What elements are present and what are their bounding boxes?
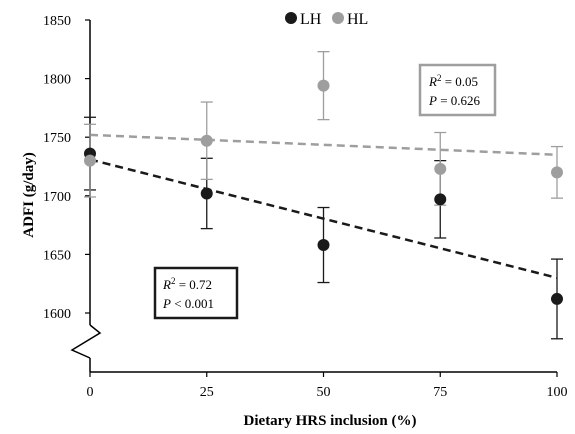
annotation-lh-r2: R2 = 0.72 [162, 276, 212, 292]
data-point-lh [551, 292, 563, 305]
x-tick-label: 50 [317, 385, 331, 400]
legend-label-hl: HL [347, 11, 368, 28]
x-tick-label: 25 [200, 385, 214, 400]
y-tick-label: 1800 [43, 73, 71, 88]
data-point-hl [200, 134, 213, 147]
y-axis-title: ADFI (g/day) [21, 152, 37, 237]
trendline-hl [89, 133, 558, 157]
y-tick-label: 1650 [43, 248, 71, 263]
y-axis-break [70, 324, 102, 359]
annotation-box-lh-frame [153, 266, 239, 320]
annotation-box-hl: R2 = 0.05 P = 0.626 [418, 63, 497, 117]
x-tick-label: 0 [87, 385, 94, 400]
y-tick-label: 1700 [43, 190, 71, 205]
annotation-box-lh: R2 = 0.72 P < 0.001 [153, 266, 239, 320]
legend-marker-hl [332, 12, 344, 24]
annotation-box-hl-frame [418, 63, 497, 117]
data-point-hl [84, 154, 96, 167]
annotation-hl-r2: R2 = 0.05 [428, 73, 478, 89]
y-tick-label: 1750 [43, 131, 71, 146]
x-tick-label: 100 [547, 385, 568, 400]
y-tick-label: 1850 [43, 14, 71, 29]
x-tick-labels: 0 25 50 75 100 [87, 385, 568, 400]
data-point-hl [434, 162, 447, 175]
x-tick-label: 75 [433, 385, 447, 400]
legend: LH HL [285, 11, 368, 28]
legend-marker-lh [285, 12, 297, 24]
data-points [84, 79, 563, 305]
x-axis-title: Dietary HRS inclusion (%) [244, 413, 417, 429]
y-tick-labels: 1600 1650 1700 1750 1800 1850 [43, 14, 71, 322]
data-point-lh [317, 239, 330, 252]
annotation-hl-p: P = 0.626 [428, 93, 481, 108]
y-tick-label: 1600 [43, 307, 71, 322]
legend-label-lh: LH [300, 11, 322, 28]
data-point-lh [200, 187, 213, 200]
data-point-lh [434, 193, 447, 206]
data-point-hl [317, 79, 330, 92]
data-point-hl [551, 166, 563, 179]
annotation-lh-p: P < 0.001 [162, 296, 214, 311]
